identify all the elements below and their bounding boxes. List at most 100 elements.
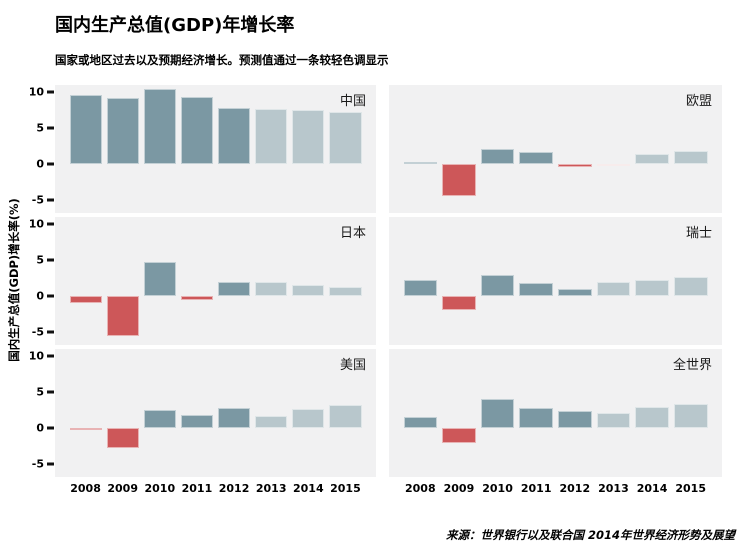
gdp-bar-china-2013: [255, 108, 288, 165]
gdp-bar-eu-2015: [673, 151, 708, 165]
x-tick-label-right-2015: 2015: [675, 482, 706, 495]
gdp-bar-japan-2009: [106, 296, 139, 336]
x-tick-label-left-2012: 2012: [218, 482, 250, 495]
gdp-bar-usa-2011: [180, 415, 213, 429]
gdp-bar-japan-2012: [218, 281, 251, 297]
gdp-bar-china-2015: [329, 111, 362, 165]
gdp-bar-eu-2012: [558, 164, 592, 167]
y-tick-mark: [47, 222, 54, 226]
panel-label-world: 全世界: [672, 358, 712, 373]
y-tick-label: 0: [36, 157, 44, 171]
y-tick-label: -5: [31, 193, 44, 207]
y-tick-mark: [47, 294, 54, 298]
gdp-bar-switzerland-2014: [635, 280, 669, 297]
gdp-bar-usa-2012: [218, 407, 251, 429]
gdp-bar-china-2010: [143, 89, 176, 165]
gdp-bar-switzerland-2012: [558, 288, 592, 297]
panel-eu: 欧盟: [389, 85, 722, 213]
y-tick-mark: [47, 126, 54, 130]
gdp-bar-world-2015: [673, 404, 708, 429]
gdp-bar-usa-2010: [143, 410, 176, 429]
y-tick-mark: [47, 330, 54, 334]
gdp-bar-usa-2013: [255, 415, 288, 429]
y-tick-mark: [47, 462, 54, 466]
gdp-bar-japan-2013: [255, 281, 288, 297]
y-tick-mark: [47, 198, 54, 202]
gdp-bar-eu-2008: [403, 161, 438, 165]
panel-label-china: 中国: [339, 94, 366, 109]
y-tick-label: 10: [28, 217, 44, 231]
gdp-bar-world-2009: [442, 428, 476, 444]
y-tick-label: 5: [36, 385, 44, 399]
gdp-bar-china-2014: [292, 110, 325, 165]
y-tick-label: -5: [31, 325, 44, 339]
y-tick-mark: [47, 258, 54, 262]
gdp-bar-usa-2015: [329, 405, 362, 429]
gdp-bar-usa-2008: [69, 428, 102, 431]
gdp-bar-switzerland-2015: [673, 276, 708, 297]
panel-usa: 美国: [55, 349, 376, 477]
source-caption: 来源：世界银行以及联合国 2014年世界经济形势及展望: [445, 528, 735, 542]
gdp-bar-japan-2014: [292, 285, 325, 297]
panel-label-eu: 欧盟: [685, 94, 712, 109]
y-tick-label: 5: [36, 121, 44, 135]
x-tick-label-left-2010: 2010: [144, 482, 176, 495]
gdp-bar-eu-2014: [635, 154, 669, 165]
y-tick-mark: [47, 390, 54, 394]
gdp-bar-world-2008: [403, 417, 438, 429]
x-tick-label-right-2008: 2008: [405, 482, 436, 495]
gdp-bar-switzerland-2010: [480, 274, 515, 297]
x-tick-label-left-2011: 2011: [181, 482, 213, 495]
x-tick-label-right-2009: 2009: [443, 482, 475, 495]
y-tick-mark: [47, 162, 54, 166]
gdp-bar-china-2009: [106, 97, 139, 165]
panel-japan: 日本: [55, 217, 376, 345]
gdp-bar-world-2011: [519, 407, 553, 429]
gdp-bar-japan-2010: [143, 262, 176, 297]
gdp-bar-eu-2011: [519, 151, 553, 165]
x-tick-label-left-2015: 2015: [330, 482, 361, 495]
x-tick-label-right-2012: 2012: [559, 482, 591, 495]
panel-label-japan: 日本: [339, 226, 366, 241]
gdp-bar-japan-2015: [329, 287, 362, 297]
gdp-bar-china-2008: [69, 95, 102, 165]
x-tick-label-left-2008: 2008: [70, 482, 101, 495]
y-tick-label: 10: [28, 349, 44, 363]
chart-title: 国内生产总值(GDP)年增长率: [55, 15, 295, 36]
panel-world: 全世界: [389, 349, 722, 477]
gdp-bar-eu-2009: [442, 164, 476, 196]
gdp-bar-world-2012: [558, 410, 592, 429]
gdp-bar-eu-2010: [480, 149, 515, 165]
y-tick-label: 0: [36, 289, 44, 303]
gdp-bar-china-2011: [180, 97, 213, 165]
gdp-bar-switzerland-2008: [403, 280, 438, 297]
gdp-bar-switzerland-2011: [519, 283, 553, 297]
panel-label-switzerland: 瑞士: [685, 226, 712, 241]
gdp-bar-china-2012: [218, 108, 251, 165]
y-tick-label: 0: [36, 421, 44, 435]
gdp-bar-switzerland-2013: [596, 281, 631, 297]
gdp-bar-japan-2011: [180, 296, 213, 300]
x-tick-label-left-2014: 2014: [293, 482, 324, 495]
gdp-bar-usa-2014: [292, 409, 325, 429]
x-tick-label-right-2011: 2011: [520, 482, 552, 495]
gdp-bar-switzerland-2009: [442, 296, 476, 310]
x-tick-label-left-2013: 2013: [255, 482, 287, 495]
gdp-bar-japan-2008: [69, 296, 102, 304]
y-tick-label: 5: [36, 253, 44, 267]
panel-china: 中国: [55, 85, 376, 213]
y-tick-mark: [47, 426, 54, 430]
x-tick-label-right-2010: 2010: [482, 482, 513, 495]
chart-subtitle: 国家或地区过去以及预期经济增长。预测值通过一条较轻色调显示: [55, 53, 389, 67]
y-tick-mark: [47, 354, 54, 358]
y-tick-label: 10: [28, 85, 44, 99]
gdp-bar-usa-2009: [106, 428, 139, 449]
gdp-bar-world-2014: [635, 406, 669, 429]
x-tick-label-right-2013: 2013: [598, 482, 629, 495]
panel-switzerland: 瑞士: [389, 217, 722, 345]
y-tick-mark: [47, 90, 54, 94]
panel-label-usa: 美国: [339, 358, 366, 373]
x-tick-label-left-2009: 2009: [107, 482, 138, 495]
x-tick-label-right-2014: 2014: [636, 482, 668, 495]
gdp-bar-world-2013: [596, 413, 631, 429]
